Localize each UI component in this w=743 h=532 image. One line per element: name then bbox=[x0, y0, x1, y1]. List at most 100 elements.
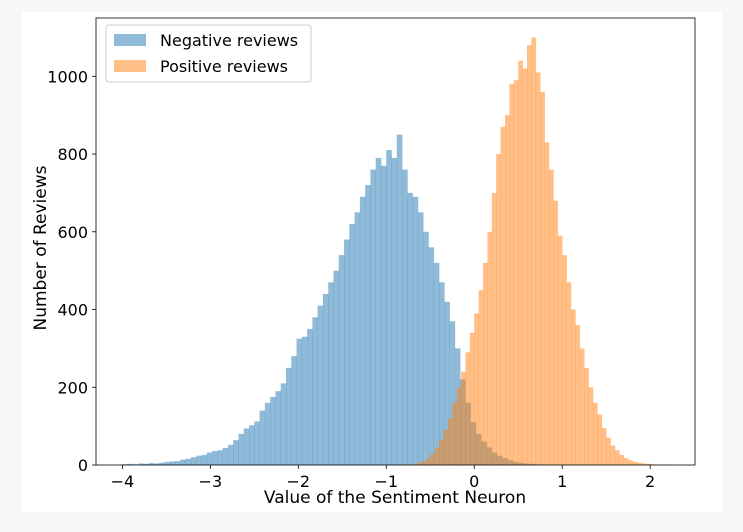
histogram-bar bbox=[148, 463, 155, 465]
histogram-bar bbox=[483, 262, 488, 465]
histogram-bar bbox=[641, 463, 647, 465]
legend-swatch-negative bbox=[114, 34, 146, 46]
histogram-bar bbox=[259, 410, 266, 465]
histogram-bar bbox=[513, 80, 519, 465]
histogram-bar bbox=[606, 437, 611, 465]
x-tick-label: 2 bbox=[645, 472, 655, 491]
x-tick-label: −4 bbox=[111, 472, 135, 491]
axes-frame bbox=[95, 17, 696, 466]
histogram-bar bbox=[386, 150, 392, 465]
histogram-bar bbox=[505, 115, 510, 465]
histogram-bar bbox=[500, 126, 506, 466]
y-tick-label: 800 bbox=[57, 145, 88, 164]
x-tick-label: 0 bbox=[469, 472, 479, 491]
histogram-bar bbox=[249, 425, 255, 465]
y-axis-ticks: 0 200 400 600 800 1000 bbox=[47, 67, 96, 475]
histogram-bar bbox=[317, 305, 324, 465]
histogram-bar bbox=[127, 463, 134, 465]
histogram-bar bbox=[417, 462, 422, 465]
bars-layer bbox=[122, 37, 669, 466]
histogram-bar bbox=[425, 458, 431, 465]
histogram-bar bbox=[614, 450, 620, 465]
y-tick-label: 1000 bbox=[47, 67, 88, 86]
histogram-bar bbox=[285, 367, 292, 465]
histogram-bar bbox=[557, 235, 563, 465]
histogram-bar bbox=[491, 192, 497, 466]
histogram-bar bbox=[601, 428, 607, 465]
y-tick-label: 0 bbox=[78, 456, 88, 475]
histogram-bar bbox=[562, 255, 567, 465]
histogram-bar bbox=[509, 84, 515, 466]
histogram-bar bbox=[553, 200, 559, 465]
histogram-bar bbox=[570, 309, 576, 465]
histogram-bar bbox=[227, 444, 234, 465]
histogram-bar bbox=[623, 458, 629, 465]
histogram-bar bbox=[412, 463, 418, 465]
histogram-bar bbox=[359, 196, 366, 466]
histogram-bar bbox=[619, 454, 625, 465]
histogram-bar bbox=[474, 313, 479, 465]
histogram-bar bbox=[465, 352, 471, 465]
histogram-bar bbox=[461, 371, 466, 465]
histogram-bar bbox=[154, 463, 160, 465]
histogram-bar bbox=[428, 247, 435, 465]
histogram-bar bbox=[328, 282, 334, 465]
histogram-bar bbox=[344, 239, 350, 465]
histogram-bar bbox=[592, 402, 598, 465]
histogram-bar bbox=[164, 461, 171, 465]
legend-label-negative: Negative reviews bbox=[160, 31, 298, 50]
x-tick-label: −1 bbox=[374, 472, 398, 491]
legend-box bbox=[105, 24, 312, 83]
histogram-bar bbox=[380, 165, 387, 465]
histogram-bar bbox=[365, 185, 371, 465]
legend: Negative reviews Positive reviews bbox=[105, 24, 312, 83]
x-tick-label: 1 bbox=[557, 472, 567, 491]
histogram-bar bbox=[522, 68, 528, 466]
histogram-bar bbox=[222, 447, 229, 465]
histogram-bar bbox=[296, 338, 303, 465]
histogram-bar bbox=[238, 433, 245, 465]
histogram-bar bbox=[496, 154, 501, 466]
histogram-bar bbox=[469, 332, 475, 465]
histogram-bar bbox=[201, 454, 208, 465]
histogram-bar bbox=[417, 212, 424, 465]
histogram-bar bbox=[636, 462, 642, 465]
histogram-bar bbox=[349, 224, 355, 465]
histogram-bar bbox=[391, 157, 398, 466]
histogram-bar bbox=[333, 270, 340, 465]
histogram-bar bbox=[456, 387, 462, 465]
histogram-bar bbox=[434, 447, 440, 465]
histogram-bar bbox=[301, 336, 308, 465]
legend-swatch-positive bbox=[114, 60, 146, 72]
histogram-bar bbox=[540, 91, 545, 465]
histogram-bar bbox=[584, 367, 589, 465]
histogram-bar bbox=[566, 282, 572, 465]
histogram-bar bbox=[280, 383, 287, 465]
histogram-bar bbox=[402, 169, 408, 465]
x-tick-label: −2 bbox=[287, 472, 311, 491]
histogram-bar bbox=[433, 262, 440, 465]
histogram-bar bbox=[312, 317, 318, 465]
histogram-bar bbox=[447, 418, 453, 465]
y-tick-label: 600 bbox=[57, 223, 88, 242]
histogram-bar bbox=[452, 402, 457, 465]
histogram-bar bbox=[396, 134, 403, 465]
x-tick-label: −3 bbox=[199, 472, 223, 491]
histogram-bar bbox=[175, 461, 181, 465]
histogram-bar bbox=[430, 454, 435, 465]
histogram-bar bbox=[233, 440, 239, 465]
histogram-bar bbox=[439, 282, 445, 465]
histogram-bar bbox=[518, 60, 523, 465]
y-tick-label: 200 bbox=[57, 378, 88, 397]
y-tick-label: 400 bbox=[57, 301, 88, 320]
histogram-bar bbox=[487, 231, 493, 465]
histogram-bar bbox=[531, 37, 537, 465]
histogram-bar bbox=[526, 45, 532, 466]
histogram-bar bbox=[588, 387, 594, 465]
histogram-bar bbox=[610, 445, 616, 465]
histogram-bar bbox=[307, 328, 313, 465]
legend-label-positive: Positive reviews bbox=[160, 57, 288, 76]
histogram-bar bbox=[275, 391, 282, 465]
histogram-bar bbox=[169, 461, 176, 465]
